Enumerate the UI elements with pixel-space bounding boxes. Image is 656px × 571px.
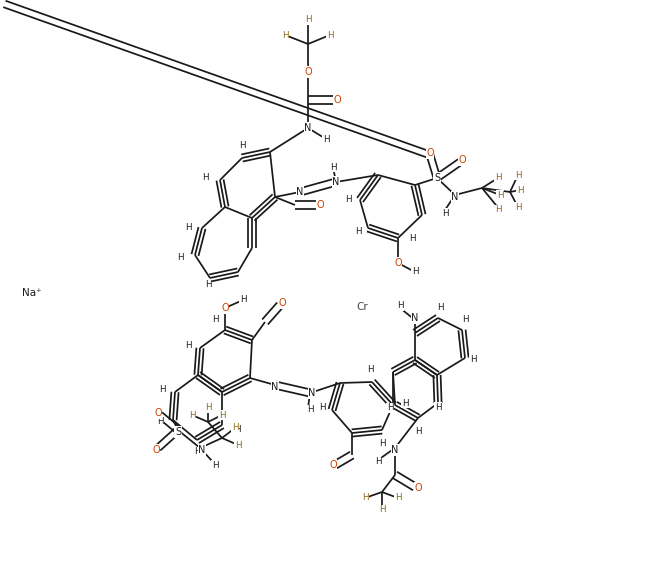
Text: N: N (411, 313, 419, 323)
Text: O: O (394, 258, 402, 268)
Text: O: O (329, 460, 337, 470)
Text: N: N (304, 123, 312, 133)
Text: H: H (415, 428, 421, 436)
Text: H: H (185, 340, 192, 349)
Text: N: N (451, 192, 459, 202)
Text: H: H (307, 405, 314, 415)
Text: H: H (401, 399, 408, 408)
Text: O: O (304, 67, 312, 77)
Text: H: H (239, 140, 245, 150)
Text: H: H (194, 448, 200, 456)
Text: H: H (379, 439, 385, 448)
Text: H: H (159, 385, 165, 395)
Text: H: H (515, 171, 522, 179)
Text: O: O (426, 148, 434, 158)
Text: H: H (344, 195, 352, 203)
Text: H: H (435, 403, 441, 412)
Text: H: H (395, 493, 401, 502)
Text: S: S (175, 427, 181, 437)
Text: Cr: Cr (356, 302, 368, 312)
Text: H: H (409, 234, 415, 243)
Text: H: H (176, 252, 183, 262)
Text: H: H (323, 135, 329, 144)
Text: N: N (272, 382, 279, 392)
Text: Na⁺: Na⁺ (22, 288, 42, 298)
Text: H: H (201, 174, 209, 183)
Text: O: O (221, 303, 229, 313)
Text: O: O (154, 408, 162, 418)
Text: H: H (495, 174, 501, 183)
Text: H: H (515, 203, 522, 211)
Text: H: H (205, 404, 211, 412)
Text: H: H (205, 280, 211, 289)
Text: H: H (232, 424, 238, 432)
Text: H: H (327, 30, 333, 39)
Text: H: H (441, 208, 448, 218)
Text: H: H (304, 15, 312, 25)
Text: H: H (189, 411, 195, 420)
Text: H: H (379, 505, 385, 514)
Text: N: N (308, 388, 316, 398)
Text: H: H (355, 227, 361, 236)
Text: H: H (470, 356, 476, 364)
Text: O: O (458, 155, 466, 165)
Text: H: H (495, 206, 501, 215)
Text: H: H (397, 301, 403, 311)
Text: H: H (386, 404, 394, 412)
Text: H: H (212, 460, 218, 469)
Text: H: H (412, 267, 419, 276)
Text: H: H (212, 316, 218, 324)
Text: N: N (392, 445, 399, 455)
Text: H: H (281, 30, 289, 39)
Text: N: N (198, 445, 206, 455)
Text: H: H (185, 223, 192, 232)
Text: H: H (235, 440, 241, 449)
Text: H: H (234, 425, 240, 435)
Text: O: O (414, 483, 422, 493)
Text: H: H (367, 365, 373, 375)
Text: H: H (437, 304, 443, 312)
Text: O: O (316, 200, 324, 210)
Text: H: H (157, 417, 163, 427)
Text: S: S (434, 173, 440, 183)
Text: H: H (517, 186, 523, 195)
Text: H: H (218, 411, 225, 420)
Text: H: H (330, 163, 337, 171)
Text: O: O (278, 298, 286, 308)
Text: H: H (497, 191, 503, 199)
Text: H: H (319, 404, 325, 412)
Text: O: O (152, 445, 160, 455)
Text: N: N (297, 187, 304, 197)
Text: H: H (239, 296, 246, 304)
Text: N: N (333, 177, 340, 187)
Text: H: H (375, 457, 381, 467)
Text: H: H (462, 316, 468, 324)
Text: O: O (333, 95, 341, 105)
Text: H: H (361, 493, 368, 502)
